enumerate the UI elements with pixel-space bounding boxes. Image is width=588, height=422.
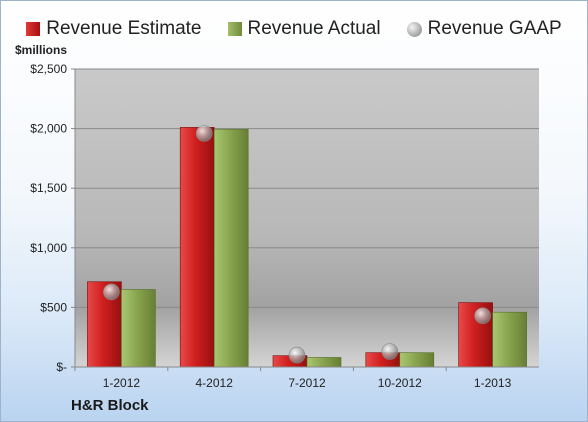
legend-swatch-gaap bbox=[406, 21, 422, 37]
y-tick-label: $2,000 bbox=[30, 122, 67, 136]
x-tick-label: 10-2012 bbox=[378, 376, 422, 390]
legend-item-actual: Revenue Actual bbox=[227, 18, 381, 40]
y-tick-label: $2,500 bbox=[30, 62, 67, 76]
y-tick-label: $1,000 bbox=[30, 241, 67, 255]
legend-item-estimate: Revenue Estimate bbox=[26, 18, 202, 40]
y-axis-ticks: $- $500 $1,000 $1,500 $2,000 $2,500 bbox=[30, 62, 539, 374]
bar-revenue-actual bbox=[121, 289, 156, 368]
company-name: H&R Block bbox=[71, 397, 149, 414]
legend-label-gaap: Revenue GAAP bbox=[427, 18, 562, 39]
bar-revenue-actual bbox=[213, 128, 249, 368]
x-tick-label: 1-2012 bbox=[103, 376, 141, 390]
legend-swatch-estimate bbox=[26, 22, 41, 36]
legend-label-estimate: Revenue Estimate bbox=[46, 18, 202, 39]
bar-revenue-actual bbox=[306, 357, 342, 368]
marker-revenue-gaap bbox=[288, 346, 306, 364]
x-tick-label: 7-2012 bbox=[288, 376, 326, 390]
x-axis-ticks: 1-2012 4-2012 7-2012 10-2012 1-2013 bbox=[74, 367, 512, 390]
y-axis-unit-label: $millions bbox=[15, 43, 68, 57]
bar-revenue-estimate bbox=[179, 127, 215, 368]
y-tick-label: $1,500 bbox=[30, 181, 67, 195]
bar-revenue-actual bbox=[492, 311, 527, 368]
gaap-markers bbox=[103, 125, 491, 364]
legend-label-actual: Revenue Actual bbox=[247, 18, 381, 39]
y-tick-label: $- bbox=[56, 360, 67, 374]
legend-swatch-actual bbox=[227, 22, 242, 36]
bar-revenue-actual bbox=[399, 352, 435, 368]
marker-revenue-gaap bbox=[195, 125, 213, 142]
marker-revenue-gaap bbox=[474, 307, 491, 325]
marker-revenue-gaap bbox=[103, 283, 120, 301]
legend-item-gaap: Revenue GAAP bbox=[406, 18, 562, 40]
y-tick-label: $500 bbox=[40, 300, 67, 314]
marker-revenue-gaap bbox=[381, 343, 399, 360]
x-tick-label: 1-2013 bbox=[474, 376, 512, 390]
x-tick-label: 4-2012 bbox=[196, 376, 234, 390]
legend: Revenue Estimate Revenue Actual Revenue … bbox=[1, 15, 587, 43]
